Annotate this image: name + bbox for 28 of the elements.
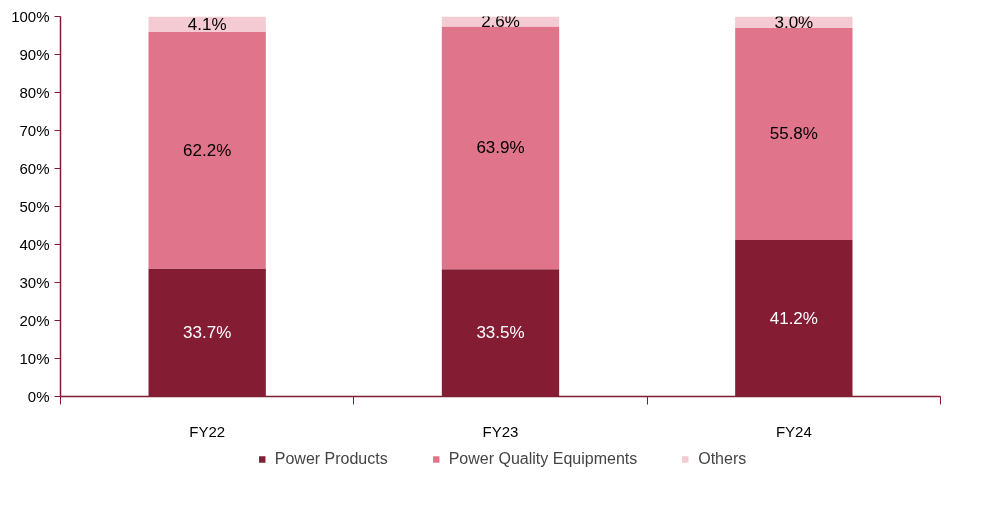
y-tick-label: 0% xyxy=(27,388,50,405)
legend-label: Power Quality Equipments xyxy=(448,450,638,468)
y-tick-label: 80% xyxy=(19,84,50,101)
y-tick-label: 100% xyxy=(11,8,50,25)
data-label: 41.2% xyxy=(769,308,818,328)
x-tick-label: FY24 xyxy=(775,422,812,440)
legend-label: Others xyxy=(698,450,747,468)
data-label: 4.1% xyxy=(187,14,227,34)
y-tick-label: 20% xyxy=(19,312,50,329)
legend-label: Power Products xyxy=(274,450,388,468)
data-label: 62.2% xyxy=(183,140,232,160)
data-label: 33.7% xyxy=(183,322,232,342)
data-label: 63.9% xyxy=(476,138,525,158)
bar xyxy=(148,32,266,269)
bar xyxy=(735,27,853,240)
x-tick-label: FY23 xyxy=(482,422,519,440)
x-tick-label: FY22 xyxy=(189,422,226,440)
y-tick-label: 70% xyxy=(19,122,50,139)
y-tick-label: 60% xyxy=(19,160,50,177)
y-tick-label: 50% xyxy=(19,198,50,215)
bar xyxy=(441,26,560,270)
y-tick-label: 90% xyxy=(19,46,50,63)
data-label: 3.0% xyxy=(774,12,814,32)
data-label: 33.5% xyxy=(476,323,525,343)
y-tick-label: 10% xyxy=(19,350,50,367)
data-label: 55.8% xyxy=(769,124,818,144)
y-tick-label: 30% xyxy=(19,274,50,291)
y-tick-label: 40% xyxy=(19,236,50,253)
